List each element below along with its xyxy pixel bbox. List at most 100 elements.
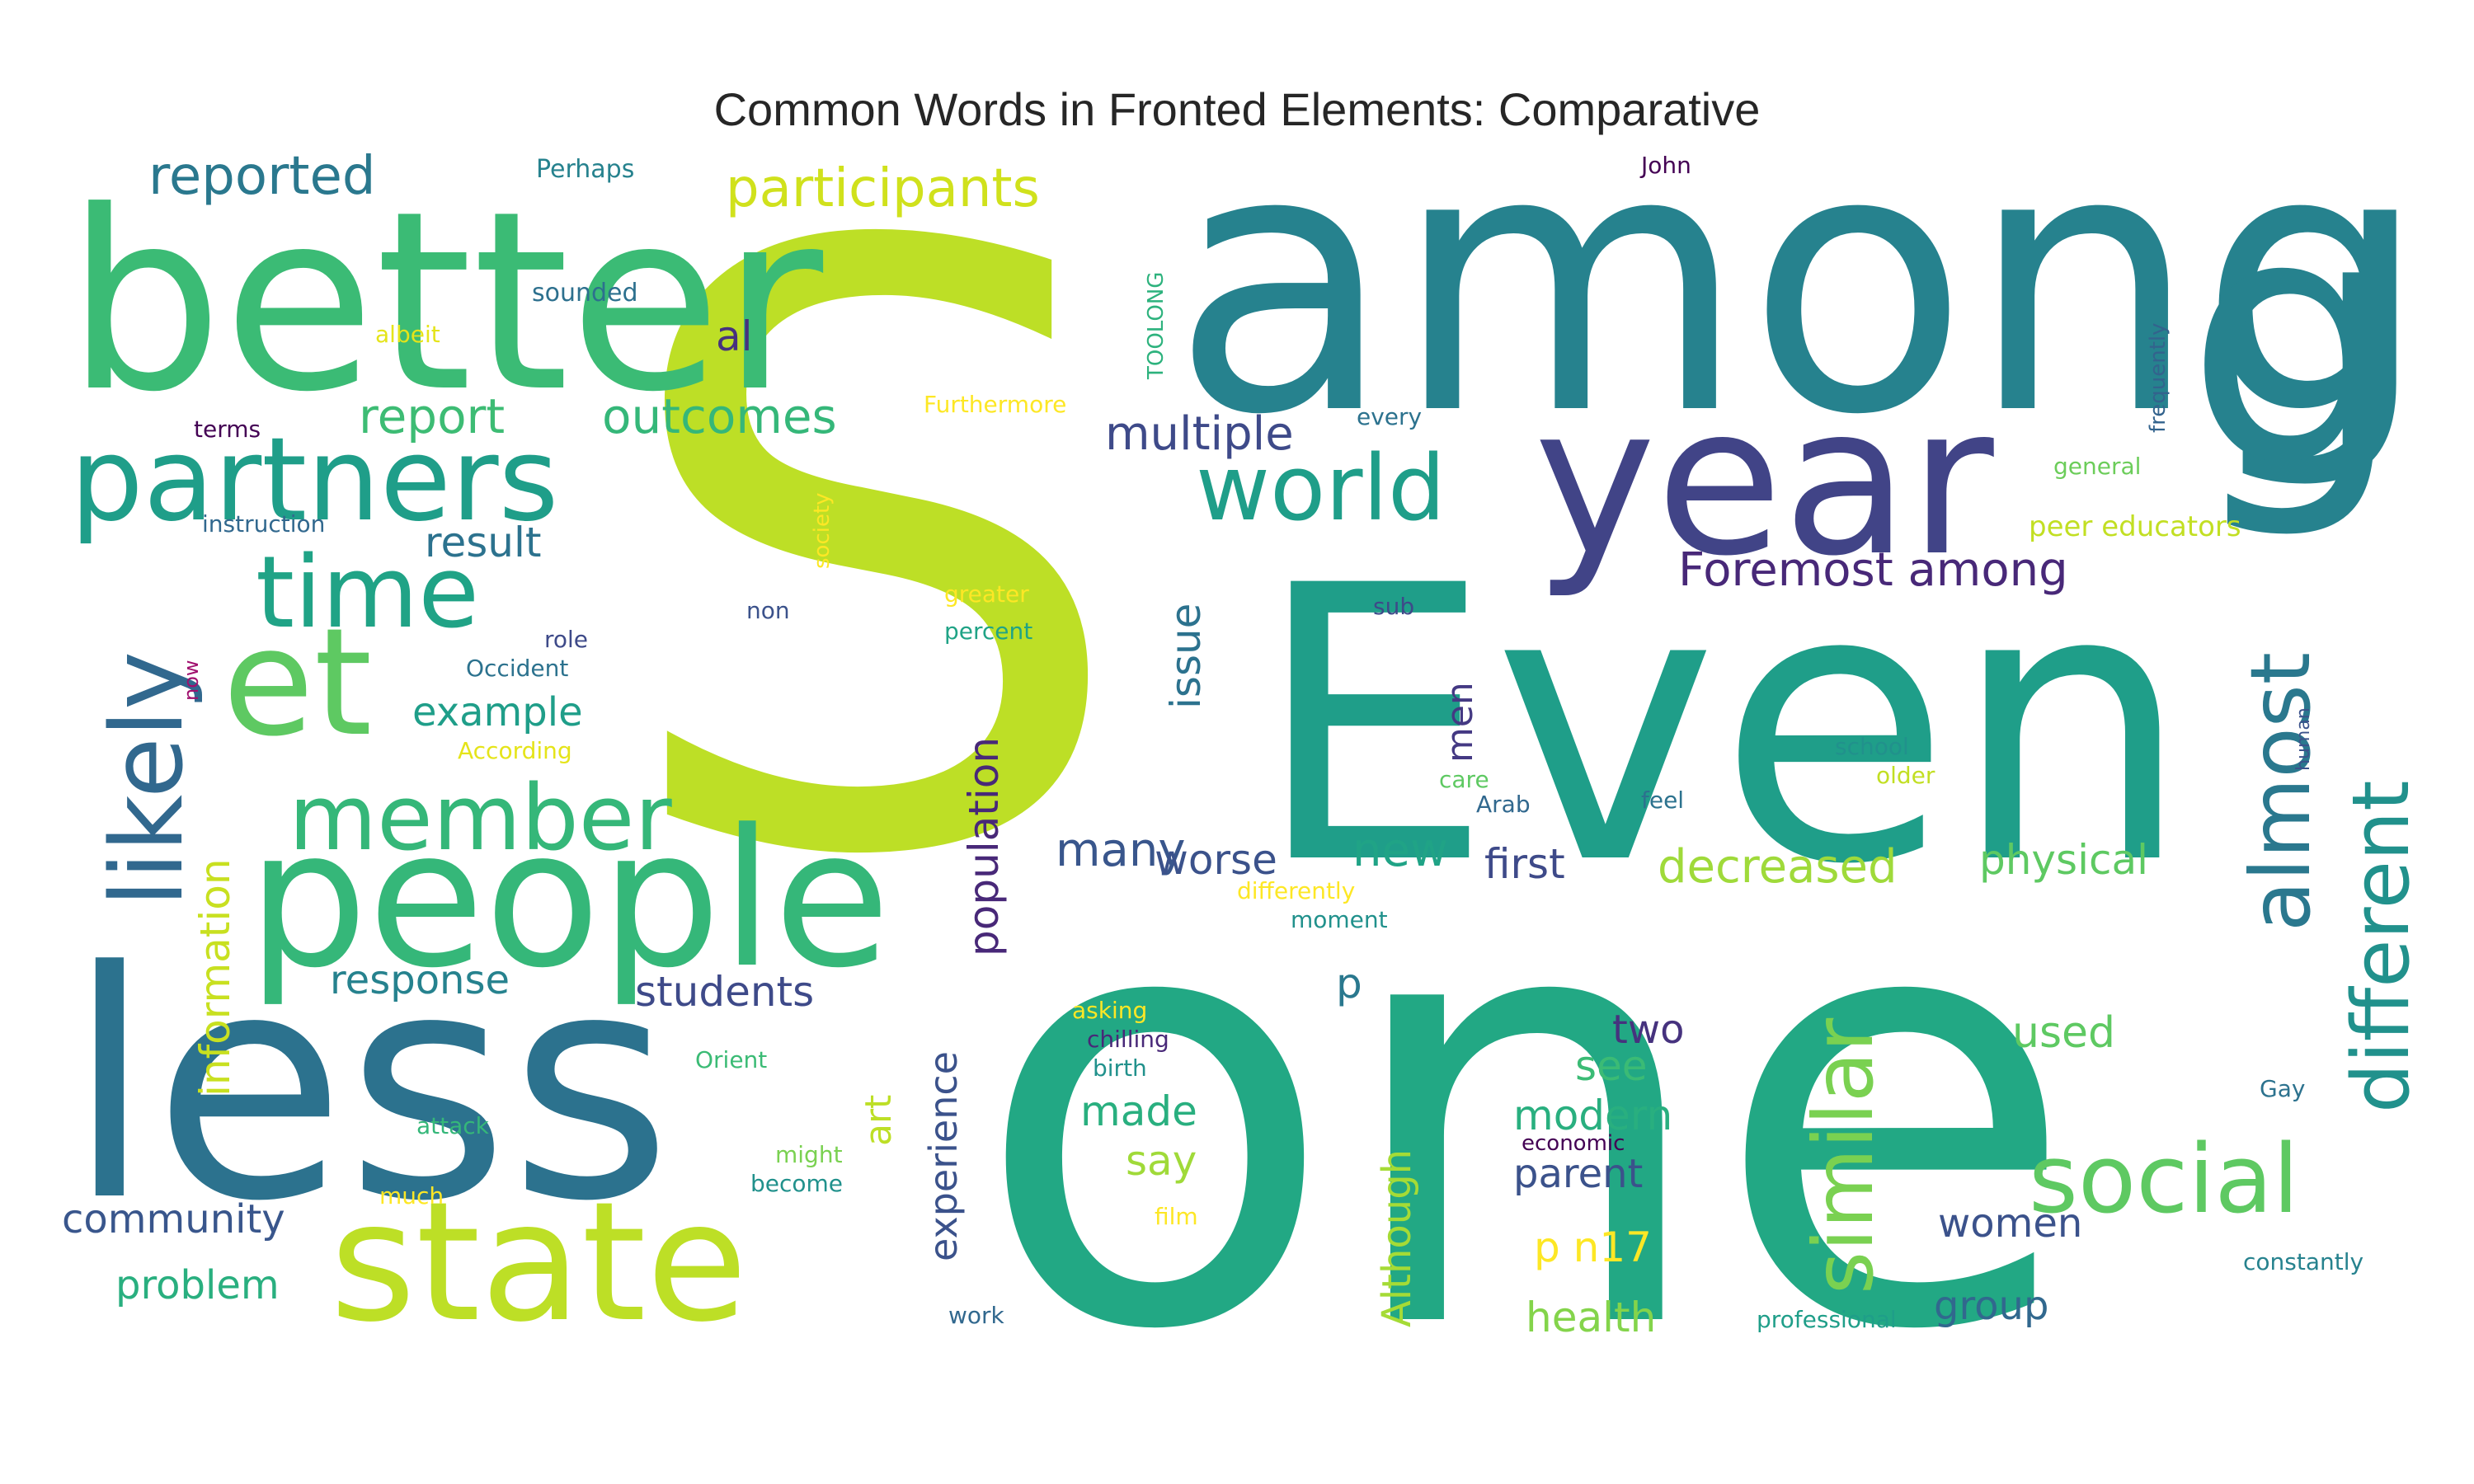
word-among: among <box>1171 72 2429 494</box>
word-state: state <box>330 1167 748 1359</box>
word-decreased: decreased <box>1658 840 1898 894</box>
word-worse: worse <box>1155 836 1277 884</box>
word-likely: likely <box>91 651 205 907</box>
word-made: made <box>1080 1087 1197 1135</box>
word-member: member <box>289 765 672 871</box>
word-two: two <box>1612 1007 1684 1053</box>
word-people: people <box>247 790 891 1010</box>
word-constantly: constantly <box>2243 1248 2363 1275</box>
word-general: general <box>2053 453 2141 480</box>
word-report: report <box>359 388 505 444</box>
word-care: care <box>1439 766 1489 793</box>
word-sounded: sounded <box>532 279 638 308</box>
word-sub: sub <box>1373 593 1414 620</box>
word-p-n17: p n17 <box>1534 1223 1652 1271</box>
word-et: et <box>223 597 372 769</box>
word-say: say <box>1126 1137 1197 1185</box>
word-professional: professional <box>1757 1306 1897 1333</box>
word-g: g <box>2185 141 2406 544</box>
word-information: information <box>191 858 239 1097</box>
word-partners: partners <box>70 413 558 547</box>
word-used: used <box>2012 1008 2115 1058</box>
word-every: every <box>1357 403 1422 430</box>
word-health: health <box>1526 1294 1656 1341</box>
word-instruction: instruction <box>202 510 325 538</box>
word-less: less <box>66 904 672 1270</box>
word-social: social <box>2029 1125 2299 1235</box>
word-non: non <box>746 597 790 624</box>
word-even: Even <box>1253 506 2191 947</box>
word-world: world <box>1196 435 1446 541</box>
word-issue: issue <box>1162 603 1210 709</box>
word-different: different <box>2336 781 2427 1113</box>
word-society: society <box>810 492 835 569</box>
word-frequently: frequently <box>2146 322 2171 433</box>
word-orient: Orient <box>695 1046 767 1073</box>
word-p: p <box>1336 960 1362 1007</box>
word-al: al <box>716 312 753 360</box>
word-greater: greater <box>944 580 1029 608</box>
word-now: now <box>180 660 203 701</box>
word-modern: modern <box>1513 1092 1672 1139</box>
word-first: first <box>1484 840 1565 888</box>
word-community: community <box>62 1196 285 1242</box>
word-example: example <box>412 689 583 735</box>
word-time: time <box>256 536 479 650</box>
word-differently: differently <box>1237 877 1355 904</box>
word-similar: similar <box>1795 1017 1892 1294</box>
word-one: one <box>973 768 2078 1459</box>
word-women: women <box>1938 1200 2082 1247</box>
word-experience: experience <box>921 1051 966 1261</box>
word-men: men <box>1439 682 1481 763</box>
word-older: older <box>1876 762 1935 789</box>
word-perhaps: Perhaps <box>536 155 634 184</box>
word-human: human <box>2293 707 2314 771</box>
word-economic: economic <box>1522 1131 1625 1156</box>
word-outcomes: outcomes <box>602 388 837 444</box>
word-furthermore: Furthermore <box>924 391 1066 418</box>
word-see: see <box>1575 1042 1648 1090</box>
word-result: result <box>425 519 541 566</box>
word-many: many <box>1056 824 1186 877</box>
word-birth: birth <box>1093 1054 1147 1082</box>
word-problem: problem <box>115 1262 280 1308</box>
word-john: John <box>1639 152 1691 179</box>
word-although: Although <box>1374 1149 1420 1327</box>
word-new: new <box>1352 824 1448 877</box>
word-reported: reported <box>148 146 375 207</box>
word-according: According <box>458 737 572 764</box>
word-foremost-among: Foremost among <box>1678 543 2068 597</box>
word-chilling: chilling <box>1087 1026 1169 1053</box>
word-film: film <box>1155 1203 1198 1230</box>
word-albeit: albeit <box>375 321 440 348</box>
word-group: group <box>1934 1283 2048 1329</box>
word-percent: percent <box>944 618 1032 645</box>
word-students: students <box>635 968 814 1016</box>
chart-title: Common Words in Fronted Elements: Compar… <box>713 83 1761 135</box>
word-asking: asking <box>1072 997 1147 1024</box>
word-much: much <box>379 1182 444 1209</box>
word-occident: Occident <box>466 655 568 682</box>
word-moment: moment <box>1291 906 1388 933</box>
word-work: work <box>948 1302 1005 1329</box>
word-might: might <box>775 1141 843 1168</box>
word-multiple: multiple <box>1105 407 1294 461</box>
word-terms: terms <box>194 416 261 443</box>
word-gay: Gay <box>2260 1075 2305 1102</box>
word-attack: attack <box>416 1112 490 1139</box>
word-toolong: TOOLONG <box>1144 272 1169 380</box>
word-almost: almost <box>2232 652 2329 932</box>
word-better: better <box>66 158 825 446</box>
word-physical: physical <box>1979 836 2148 884</box>
word-become: become <box>750 1170 843 1197</box>
word-year: year <box>1534 361 1994 601</box>
word-peer-educators: peer educators <box>2029 510 2241 543</box>
word-participants: participants <box>726 158 1040 219</box>
word-art: art <box>858 1095 900 1146</box>
word-parent: parent <box>1513 1151 1643 1197</box>
word-arab: Arab <box>1476 791 1531 818</box>
word-role: role <box>544 626 588 653</box>
word-population: population <box>960 737 1008 956</box>
word-response: response <box>330 957 510 1003</box>
